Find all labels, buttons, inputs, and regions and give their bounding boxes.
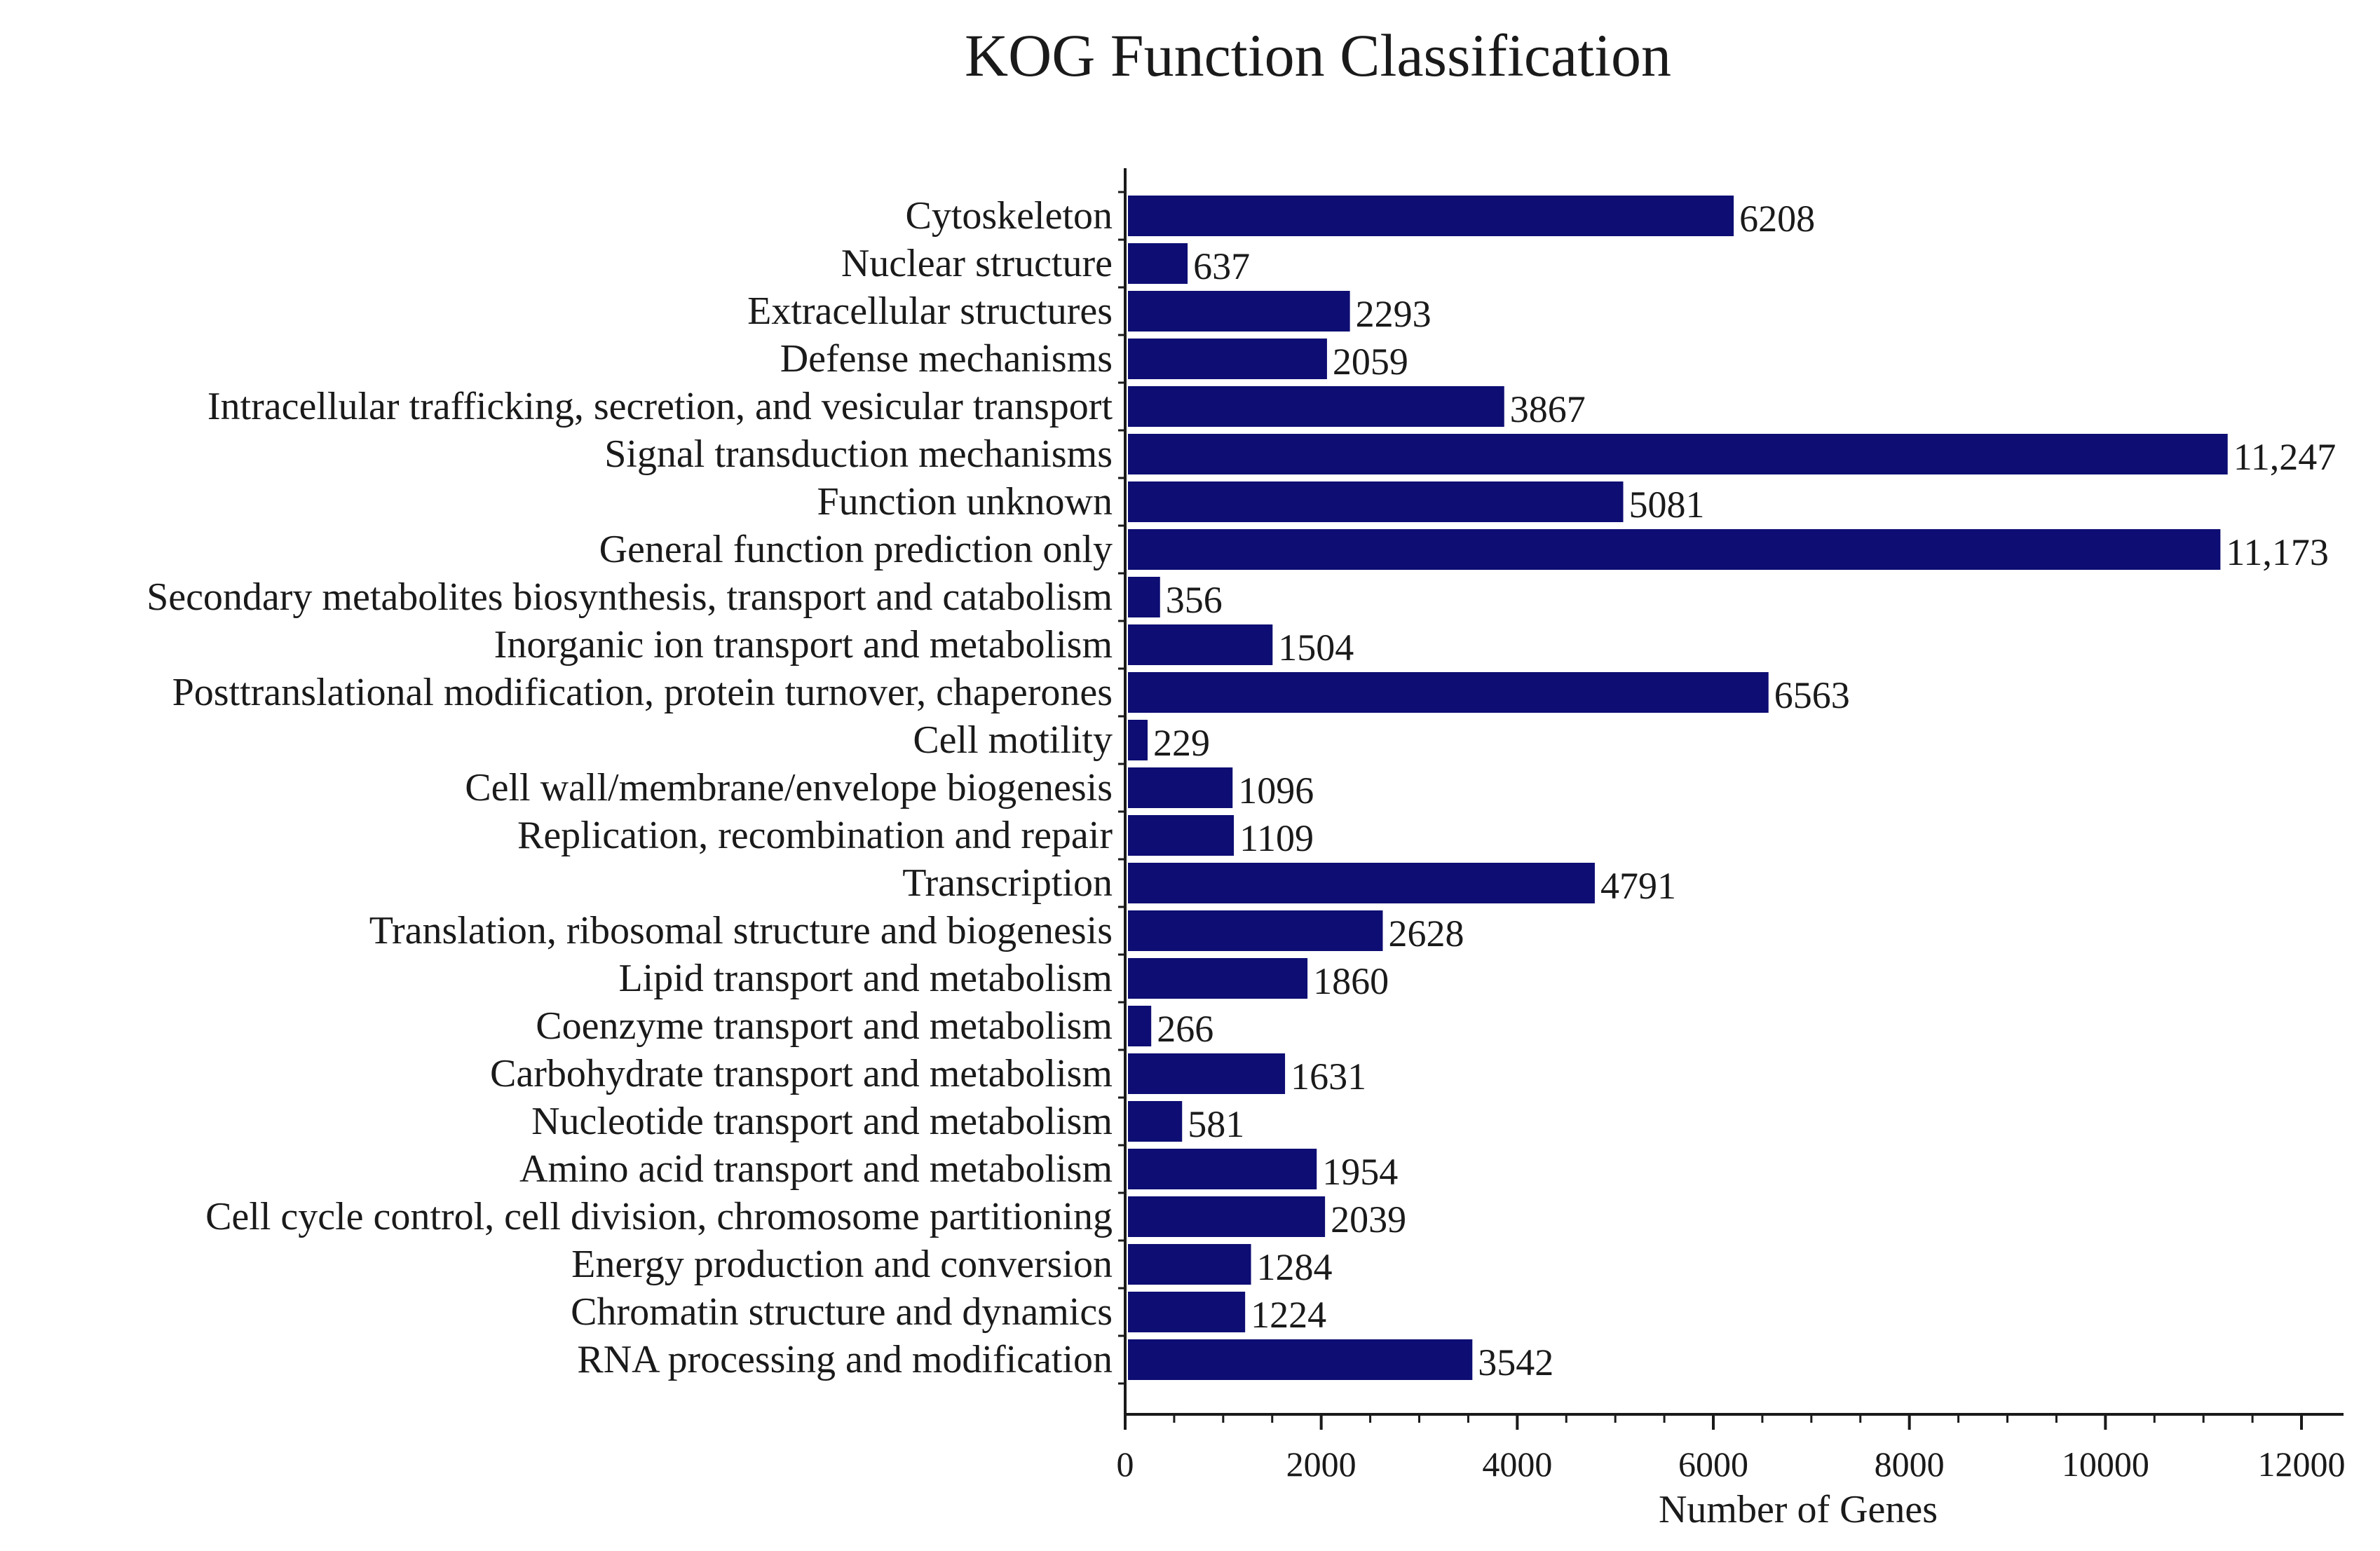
x-tick-label: 12000 (2258, 1444, 2346, 1484)
bar (1128, 910, 1383, 951)
category-label: Defense mechanisms (780, 337, 1113, 381)
category-label: Carbohydrate transport and metabolism (490, 1052, 1113, 1095)
category-label: Inorganic ion transport and metabolism (494, 623, 1113, 667)
value-label: 356 (1166, 579, 1223, 621)
x-tick-label: 0 (1117, 1444, 1134, 1484)
bar (1128, 1149, 1317, 1189)
x-tick-label: 4000 (1482, 1444, 1552, 1484)
value-label: 2059 (1333, 341, 1408, 383)
value-label: 581 (1188, 1103, 1244, 1145)
value-label: 4791 (1600, 865, 1676, 907)
bar (1128, 481, 1624, 522)
axis-layer: 0 2000 4000 6000 8000 10000 12000 (1117, 168, 2346, 1484)
category-label: Cytoskeleton (905, 194, 1113, 238)
bar (1128, 291, 1350, 332)
category-label: Posttranslational modification, protein … (172, 671, 1113, 714)
category-label: Transcription (902, 861, 1113, 905)
bar (1128, 339, 1327, 379)
bar (1128, 1292, 1246, 1332)
bar (1128, 1339, 1473, 1380)
category-label: Energy production and conversion (571, 1243, 1113, 1286)
category-label: Signal transduction mechanisms (604, 432, 1113, 476)
bar (1128, 1101, 1183, 1142)
category-label: Nucleotide transport and metabolism (531, 1100, 1113, 1143)
bar (1128, 1244, 1251, 1285)
value-label: 266 (1157, 1008, 1213, 1050)
x-tick-label: 6000 (1678, 1444, 1748, 1484)
value-label: 2628 (1388, 913, 1464, 955)
value-label: 1631 (1291, 1055, 1366, 1098)
category-label: Cell wall/membrane/envelope biogenesis (465, 766, 1113, 809)
value-label: 2293 (1356, 293, 1432, 335)
category-label: Replication, recombination and repair (517, 814, 1113, 857)
category-label: Cell cycle control, cell division, chrom… (205, 1195, 1113, 1238)
value-label: 1224 (1251, 1294, 1326, 1336)
category-label: Lipid transport and metabolism (618, 957, 1113, 1000)
value-label: 3867 (1510, 388, 1586, 430)
bar (1128, 434, 2228, 474)
bar (1128, 815, 1235, 856)
value-label: 637 (1193, 245, 1250, 287)
value-label: 1109 (1239, 817, 1314, 859)
category-label: RNA processing and modification (577, 1338, 1113, 1381)
bar (1128, 577, 1160, 617)
bar (1128, 958, 1308, 999)
bar (1128, 196, 1734, 236)
value-label: 11,173 (2226, 531, 2329, 573)
category-label: Chromatin structure and dynamics (571, 1290, 1113, 1334)
value-label: 1284 (1257, 1246, 1333, 1288)
bar (1128, 1053, 1286, 1094)
x-tick-label: 8000 (1875, 1444, 1945, 1484)
value-label: 1504 (1278, 627, 1354, 669)
value-label: 3542 (1478, 1341, 1553, 1383)
bar (1128, 243, 1188, 284)
category-label: Intracellular trafficking, secretion, an… (208, 385, 1113, 428)
bar (1128, 1006, 1152, 1046)
category-label: General function prediction only (599, 528, 1113, 571)
value-label: 11,247 (2233, 436, 2337, 478)
value-label: 1860 (1313, 960, 1389, 1002)
value-label: 229 (1153, 722, 1210, 764)
bar (1128, 672, 1769, 713)
x-axis-title: Number of Genes (1659, 1488, 1938, 1531)
value-label: 1096 (1238, 770, 1314, 812)
bar (1128, 863, 1595, 903)
value-label: 1954 (1322, 1151, 1398, 1193)
bar (1128, 1196, 1326, 1237)
x-tick-label: 2000 (1286, 1444, 1356, 1484)
category-label: Function unknown (817, 480, 1113, 524)
bars-layer: Cytoskeleton 6208 Nuclear structure 637 Extr… (147, 194, 2336, 1383)
category-label: Coenzyme transport and metabolism (536, 1004, 1113, 1048)
category-label: Cell motility (913, 718, 1113, 762)
x-tick-label: 10000 (2062, 1444, 2149, 1484)
bar (1128, 624, 1273, 665)
value-label: 2039 (1331, 1198, 1406, 1241)
category-label: Amino acid transport and metabolism (519, 1147, 1113, 1191)
category-label: Nuclear structure (841, 242, 1113, 285)
bar (1128, 529, 2221, 570)
value-label: 6563 (1774, 674, 1850, 716)
bar (1128, 386, 1504, 427)
bar (1128, 767, 1233, 808)
chart-title: KOG Function Classification (965, 22, 1671, 89)
bar (1128, 720, 1148, 760)
category-label: Translation, ribosomal structure and bio… (369, 909, 1113, 952)
category-label: Secondary metabolites biosynthesis, tran… (147, 575, 1113, 619)
category-label: Extracellular structures (747, 289, 1113, 333)
value-label: 5081 (1628, 484, 1704, 526)
value-label: 6208 (1739, 198, 1815, 240)
